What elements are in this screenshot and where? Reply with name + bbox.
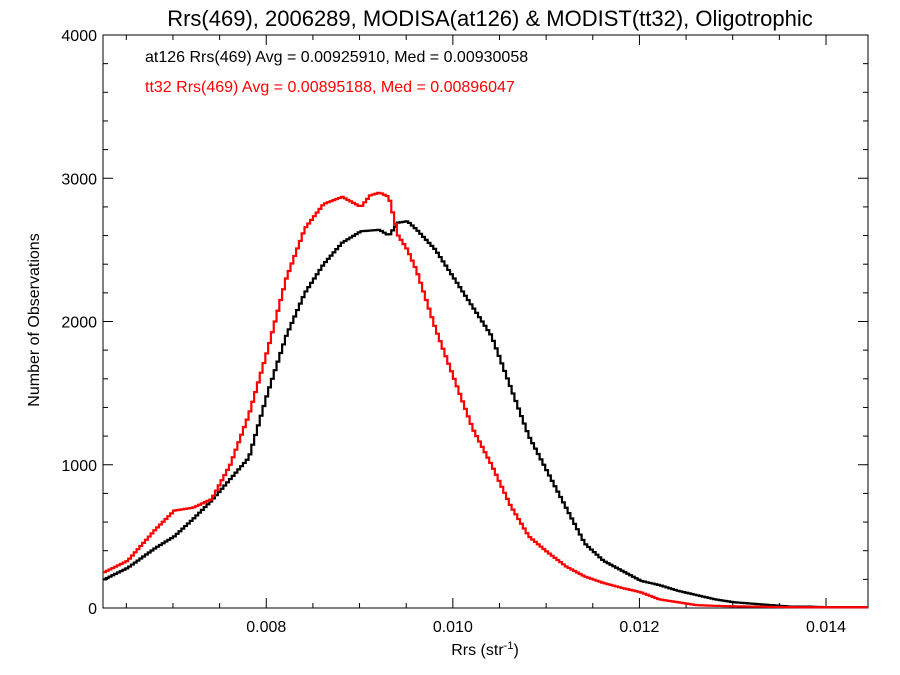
y-tick-label: 2000 (61, 315, 97, 332)
x-tick-label: 0.008 (246, 619, 286, 636)
chart-title: Rrs(469), 2006289, MODISA(at126) & MODIS… (167, 6, 813, 31)
y-tick-label: 1000 (61, 458, 97, 475)
x-axis-label-superscript: -1 (504, 640, 514, 652)
series-layer (103, 191, 868, 609)
annotation-tt32: tt32 Rrs(469) Avg = 0.00895188, Med = 0.… (145, 79, 515, 96)
series-line-at126 (103, 220, 868, 609)
annotation-at126: at126 Rrs(469) Avg = 0.00925910, Med = 0… (145, 49, 528, 66)
x-axis-label-main: Rrs (str (451, 642, 504, 659)
x-axis-label: Rrs (str-1) (451, 640, 519, 659)
x-tick-label: 0.014 (806, 619, 846, 636)
y-axis-label: Number of Observations (26, 233, 43, 406)
x-axis-label-close: ) (513, 642, 518, 659)
y-tick-label: 3000 (61, 171, 97, 188)
x-tick-label: 0.010 (433, 619, 473, 636)
y-tick-label: 0 (88, 601, 97, 618)
x-tick-label: 0.012 (619, 619, 659, 636)
y-tick-label: 4000 (61, 28, 97, 45)
series-line-tt32 (103, 191, 868, 609)
axis-ticks: 0.008 0.010 0.012 0.014 0 1000 2000 3000 4000 (61, 28, 868, 636)
plot-frame (102, 34, 869, 609)
